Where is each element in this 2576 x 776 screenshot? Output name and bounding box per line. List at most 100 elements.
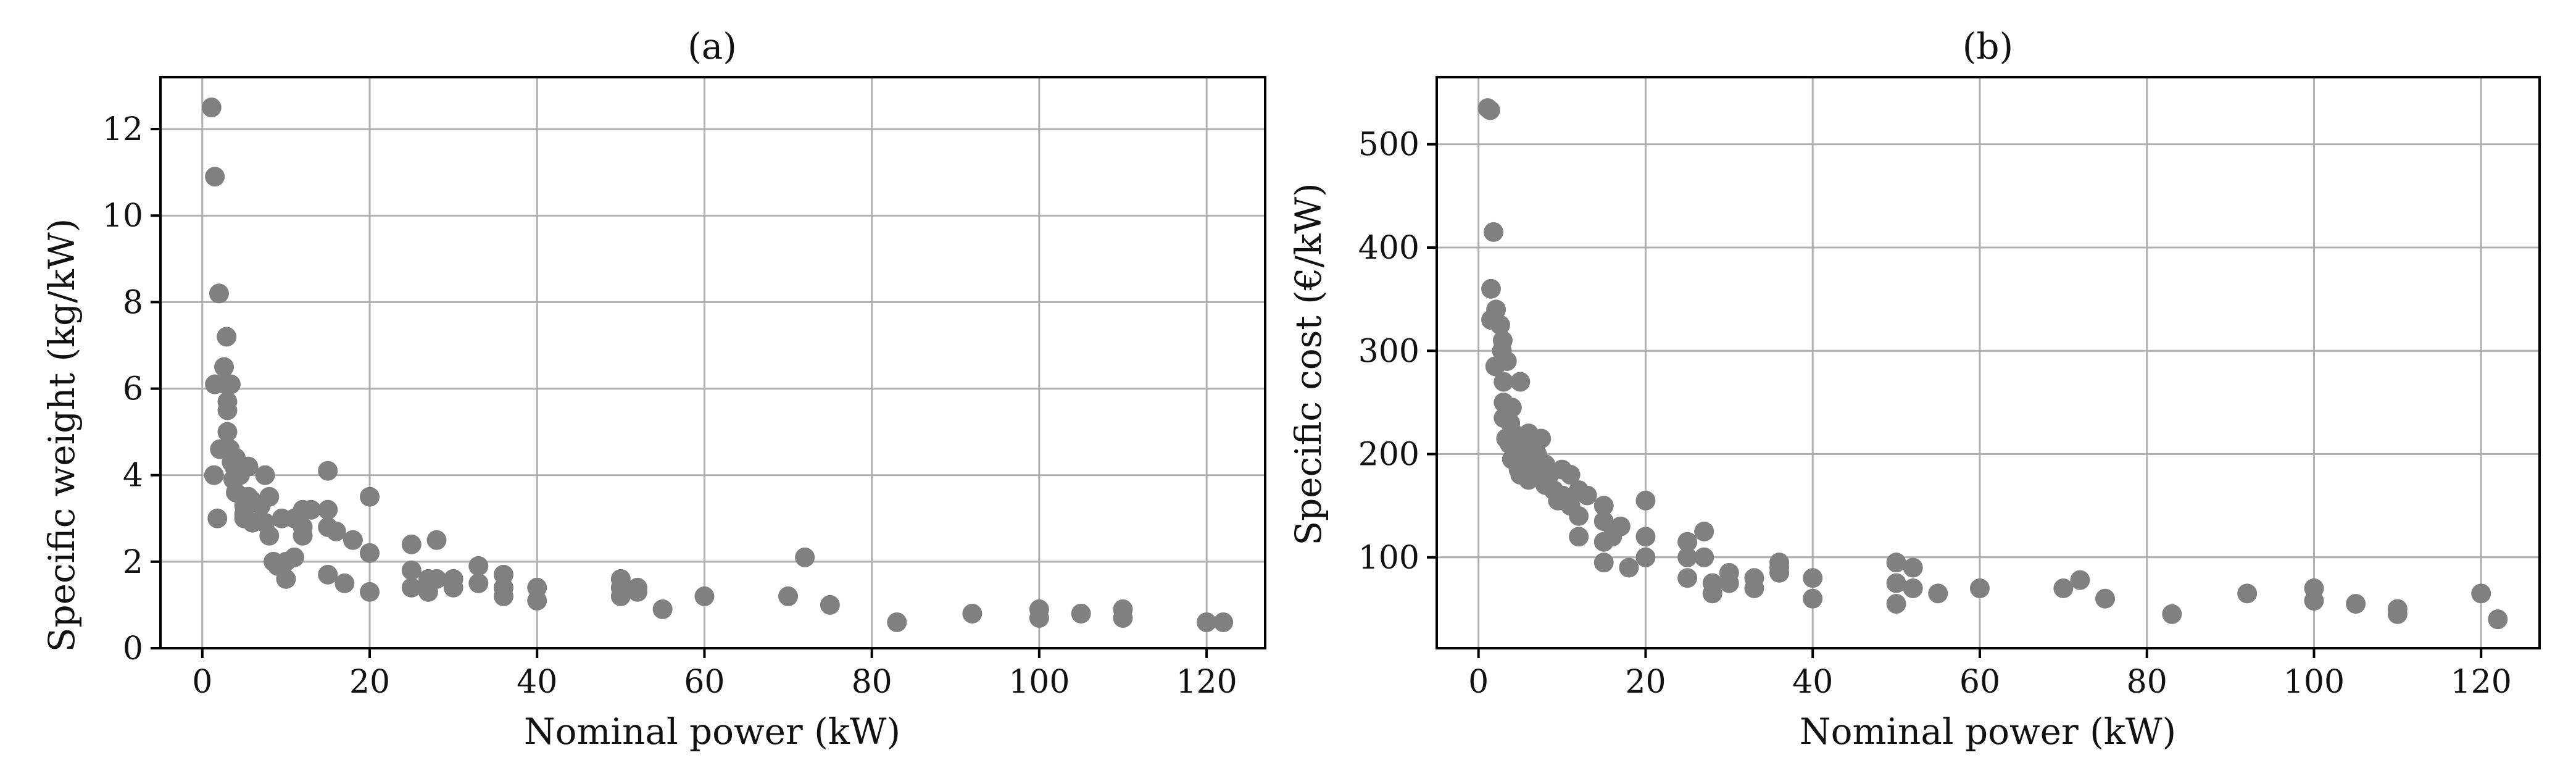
data-point <box>2387 604 2408 624</box>
data-point <box>1694 521 1714 541</box>
data-point <box>1213 612 1234 632</box>
data-point <box>217 422 238 442</box>
data-point <box>1803 588 1823 609</box>
panel-a: (a) Nominal power (kW) Specific weight (… <box>41 25 1266 753</box>
data-point <box>1886 553 1906 573</box>
data-point <box>259 525 280 546</box>
grid <box>1437 77 2540 648</box>
x-tick-label: 40 <box>517 664 557 701</box>
data-point <box>1484 222 1504 242</box>
data-point <box>1480 100 1500 120</box>
data-point <box>820 595 840 615</box>
data-point <box>1744 578 1764 598</box>
data-point <box>1497 351 1517 371</box>
data-point <box>1569 527 1589 547</box>
data-point <box>1593 496 1614 516</box>
data-point <box>1593 511 1614 532</box>
data-point <box>468 556 489 576</box>
data-point <box>1486 299 1506 320</box>
data-point <box>1677 568 1698 588</box>
data-point <box>401 560 422 580</box>
data-point <box>1492 330 1513 351</box>
y-tick-label: 6 <box>123 371 143 408</box>
panel-title: (a) <box>688 25 737 67</box>
y-tick-label: 12 <box>102 111 143 148</box>
plot-frame <box>1435 76 2541 649</box>
data-point <box>2095 588 2116 609</box>
data-point <box>1502 398 1522 418</box>
data-point <box>2471 583 2491 604</box>
data-points <box>201 98 1234 632</box>
grid <box>160 77 1265 649</box>
data-point <box>1197 612 1217 632</box>
x-tick-label: 100 <box>1008 664 1070 701</box>
data-point <box>1719 573 1739 593</box>
y-tick-label: 8 <box>123 284 143 321</box>
data-point <box>1510 372 1531 392</box>
data-point <box>334 573 355 593</box>
data-point <box>493 586 513 606</box>
data-point <box>2488 609 2508 630</box>
y-tick-label: 100 <box>1358 540 1419 577</box>
data-point <box>2053 578 2074 598</box>
data-point <box>443 577 463 598</box>
data-point <box>301 499 322 520</box>
data-point <box>468 573 489 593</box>
data-point <box>2162 604 2182 624</box>
x-axis-label: Nominal power (kW) <box>1800 711 2176 753</box>
x-tick-label: 60 <box>684 664 725 701</box>
y-tick-label: 2 <box>123 544 143 581</box>
data-point <box>1702 583 1722 604</box>
y-tick-label: 500 <box>1358 127 1419 164</box>
data-point <box>1677 547 1698 567</box>
data-point <box>1619 557 1639 578</box>
y-tick-label: 400 <box>1358 230 1419 267</box>
y-tick-label: 4 <box>123 457 143 494</box>
data-point <box>778 586 799 606</box>
data-point <box>1481 278 1501 299</box>
data-points <box>1477 98 2508 630</box>
data-point <box>1531 428 1552 449</box>
data-point <box>426 530 447 550</box>
data-point <box>426 569 447 589</box>
data-point <box>220 374 241 394</box>
data-point <box>694 586 715 606</box>
x-tick-label: 80 <box>2127 664 2167 701</box>
data-point <box>1494 372 1514 392</box>
x-tick-label: 100 <box>2283 664 2345 701</box>
data-point <box>1803 568 1823 588</box>
data-point <box>795 547 815 567</box>
data-point <box>1886 594 1906 614</box>
data-point <box>1490 315 1510 335</box>
data-point <box>401 577 422 598</box>
data-point <box>284 547 304 567</box>
data-point <box>652 599 673 619</box>
data-point <box>209 283 229 304</box>
data-point <box>201 98 222 118</box>
data-point <box>238 456 259 477</box>
x-tick-label: 40 <box>1792 664 1833 701</box>
plot-frame <box>159 76 1266 649</box>
y-axis-label: Specific cost (€/kW) <box>1287 183 1329 545</box>
data-point <box>1560 464 1581 485</box>
data-point <box>1769 557 1790 578</box>
data-point <box>401 534 422 554</box>
data-point <box>343 530 363 550</box>
data-point <box>1610 516 1631 536</box>
panel-b: (b) Nominal power (kW) Specific cost (€/… <box>1287 25 2541 753</box>
data-point <box>360 582 380 602</box>
data-point <box>2237 583 2258 604</box>
data-point <box>293 525 313 546</box>
y-tick-label: 300 <box>1358 333 1419 370</box>
data-point <box>326 521 346 541</box>
data-point <box>1694 547 1714 567</box>
data-point <box>1593 553 1614 573</box>
data-point <box>627 582 647 602</box>
data-point <box>318 461 338 481</box>
data-point <box>1903 578 1923 598</box>
x-tick-label: 80 <box>852 664 892 701</box>
data-point <box>1677 532 1698 552</box>
x-tick-label: 0 <box>192 664 212 701</box>
data-point <box>1071 603 1091 624</box>
